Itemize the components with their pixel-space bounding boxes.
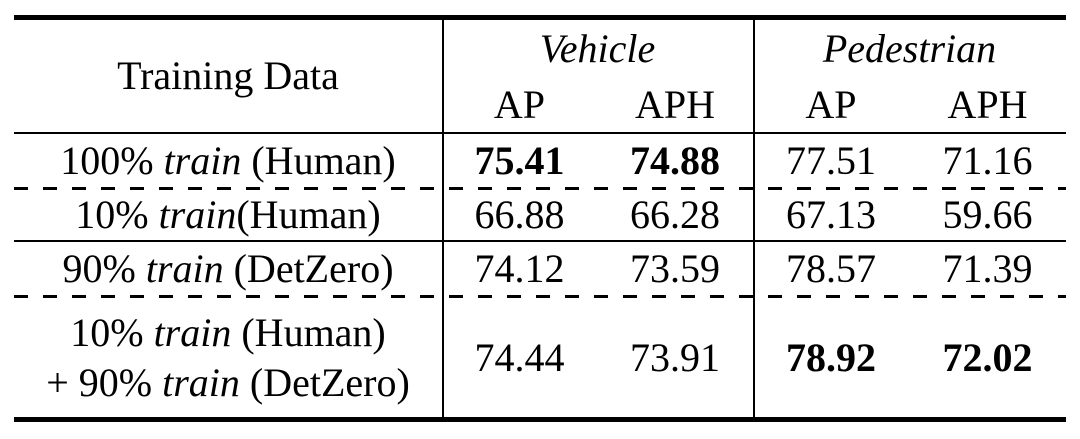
header-pedestrian-ap-label: AP — [805, 81, 857, 127]
row-label-text: 10% train(Human) — [75, 192, 381, 237]
value: 78.57 — [786, 245, 876, 291]
header-training-data-label: Training Data — [117, 53, 339, 98]
header-vehicle-group: Vehicle — [442, 20, 753, 77]
cell-pedestrian-ap: 77.51 — [753, 134, 909, 187]
row-label-text: 90% train (DetZero) — [62, 245, 394, 291]
cell-pedestrian-aph: 59.66 — [909, 190, 1066, 240]
table-row: 100% train (Human) 75.41 74.88 77.51 71.… — [14, 134, 1066, 187]
value: 78.92 — [786, 334, 876, 380]
figure-canvas: Training Data Vehicle Pedestrian AP APH … — [0, 15, 1080, 439]
value: 72.02 — [942, 334, 1033, 380]
row-label: 10% train(Human) — [14, 190, 442, 240]
header-pedestrian-aph-label: APH — [947, 81, 1028, 127]
row-label-text: 100% train (Human) — [60, 137, 396, 183]
dashed-separator-2 — [14, 295, 1066, 298]
row-label: 10% train (Human) + 90% train (DetZero) — [14, 298, 442, 417]
cell-pedestrian-ap: 78.57 — [753, 242, 909, 295]
header-vehicle-ap-label: AP — [493, 81, 546, 127]
value: 66.88 — [474, 192, 565, 237]
value: 75.41 — [474, 137, 565, 183]
value: 73.91 — [630, 334, 720, 380]
header-vehicle-label: Vehicle — [539, 25, 656, 71]
header-vehicle-ap: AP — [442, 77, 597, 132]
cell-vehicle-aph: 73.59 — [597, 242, 753, 295]
table-header: Training Data Vehicle Pedestrian AP APH … — [14, 20, 1066, 132]
header-vehicle-aph: APH — [597, 77, 753, 132]
cell-vehicle-aph: 74.88 — [597, 134, 753, 187]
solid-separator — [14, 240, 1066, 242]
value: 73.59 — [630, 245, 720, 291]
value: 74.12 — [474, 245, 565, 291]
vertical-divider-2 — [753, 20, 755, 417]
cell-vehicle-ap: 75.41 — [442, 134, 597, 187]
table-row: 10% train(Human) 66.88 66.28 67.13 59.66 — [14, 190, 1066, 240]
header-training-data: Training Data — [14, 20, 442, 132]
header-vehicle-aph-label: APH — [634, 81, 716, 127]
cell-pedestrian-aph: 71.16 — [909, 134, 1066, 187]
value: 67.13 — [786, 192, 876, 237]
cell-pedestrian-aph: 71.39 — [909, 242, 1066, 295]
value: 71.16 — [942, 137, 1033, 183]
value: 74.88 — [630, 137, 720, 183]
row-label-line-2: + 90% train (DetZero) — [46, 359, 410, 405]
value: 66.28 — [630, 192, 720, 237]
training-data-results-table: Training Data Vehicle Pedestrian AP APH … — [14, 15, 1066, 422]
cell-vehicle-ap: 74.12 — [442, 242, 597, 295]
cell-vehicle-aph: 66.28 — [597, 190, 753, 240]
cell-vehicle-aph: 73.91 — [597, 298, 753, 417]
header-pedestrian-group: Pedestrian — [753, 20, 1066, 77]
dashed-separator-1 — [14, 187, 1066, 190]
row-label: 90% train (DetZero) — [14, 242, 442, 295]
vertical-divider-1 — [442, 20, 444, 417]
cell-vehicle-ap: 66.88 — [442, 190, 597, 240]
header-pedestrian-ap: AP — [753, 77, 909, 132]
cell-pedestrian-ap: 78.92 — [753, 298, 909, 417]
header-pedestrian-label: Pedestrian — [822, 25, 997, 71]
table-row: 90% train (DetZero) 74.12 73.59 78.57 71… — [14, 242, 1066, 295]
header-separator — [14, 132, 1066, 134]
cell-pedestrian-ap: 67.13 — [753, 190, 909, 240]
cell-pedestrian-aph: 72.02 — [909, 298, 1066, 417]
row-label-line-1: 10% train (Human) — [70, 310, 386, 356]
cell-vehicle-ap: 74.44 — [442, 298, 597, 417]
row-label: 100% train (Human) — [14, 134, 442, 187]
value: 74.44 — [474, 334, 565, 380]
value: 71.39 — [942, 245, 1033, 291]
header-pedestrian-aph: APH — [909, 77, 1066, 132]
value: 59.66 — [942, 192, 1033, 237]
value: 77.51 — [786, 137, 876, 183]
table-row: 10% train (Human) + 90% train (DetZero) … — [14, 298, 1066, 417]
